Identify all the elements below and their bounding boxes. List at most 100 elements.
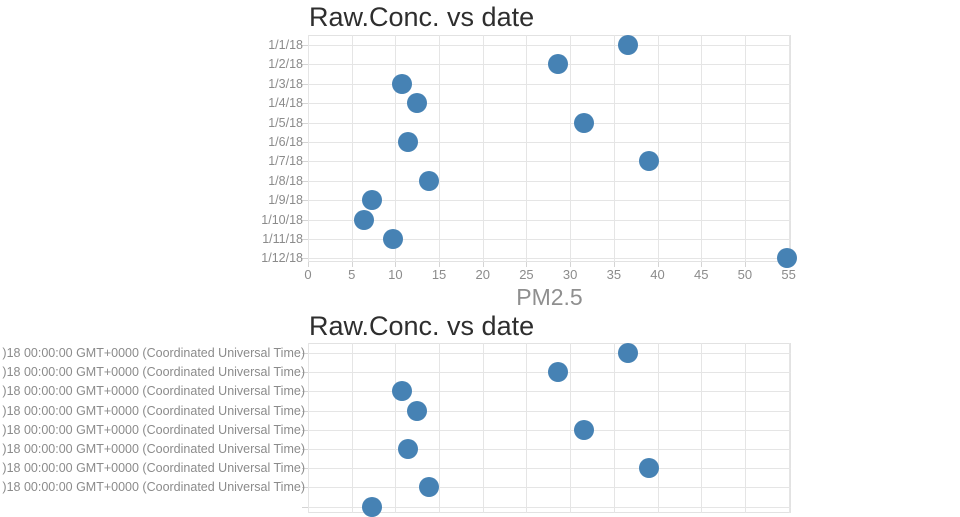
data-point[interactable] bbox=[638, 151, 659, 172]
v-gridline bbox=[351, 35, 353, 262]
v-gridline bbox=[308, 343, 309, 513]
page-canvas: { "colors": { "marker": "#4682b4", "grid… bbox=[2, 2, 797, 517]
y-tick-mark bbox=[302, 506, 308, 508]
v-gridline bbox=[439, 35, 441, 262]
y-tick-label: 1/2/18 bbox=[268, 57, 303, 72]
x-tick-label: 35 bbox=[606, 267, 622, 282]
h-gridline bbox=[308, 142, 791, 143]
h-gridline bbox=[308, 219, 791, 221]
data-point[interactable] bbox=[397, 132, 418, 152]
x-tick-label: 40 bbox=[650, 267, 665, 282]
h-gridline bbox=[308, 258, 791, 260]
x-tick-label: 5 bbox=[348, 267, 356, 282]
v-gridline bbox=[613, 35, 615, 262]
scatter-chart-bottom: Raw.Conc. vs date )18 00:00:00 GMT+0000 … bbox=[2, 311, 791, 517]
v-gridline bbox=[657, 35, 659, 262]
data-point[interactable] bbox=[574, 419, 595, 440]
h-gridline bbox=[308, 449, 791, 450]
data-point[interactable] bbox=[418, 477, 439, 498]
v-gridline bbox=[570, 343, 572, 513]
y-tick-mark bbox=[302, 487, 308, 489]
y-tick-label: )18 00:00:00 GMT+0000 (Coordinated Unive… bbox=[2, 480, 305, 495]
h-gridline bbox=[308, 200, 791, 202]
h-gridline bbox=[308, 487, 791, 489]
v-gridline bbox=[744, 35, 746, 262]
data-point[interactable] bbox=[392, 73, 413, 94]
x-tick-label: 30 bbox=[562, 267, 578, 282]
data-point[interactable] bbox=[392, 381, 413, 402]
data-point[interactable] bbox=[407, 400, 428, 421]
y-tick-label: 1/1/18 bbox=[268, 37, 303, 52]
y-tick-label: 1/4/18 bbox=[268, 95, 303, 110]
data-point[interactable] bbox=[547, 54, 568, 75]
scatter-chart-top: Raw.Conc. vs date PM2.5 0 5 10 15 20 25 30 35 40… bbox=[261, 2, 797, 310]
v-gridline bbox=[526, 343, 528, 513]
data-point[interactable] bbox=[397, 439, 418, 459]
x-tick-label: 50 bbox=[737, 267, 753, 282]
x-axis-title: PM2.5 bbox=[516, 284, 583, 310]
x-tick-mark bbox=[744, 262, 746, 267]
x-tick-label: 15 bbox=[431, 267, 447, 282]
v-gridline bbox=[395, 343, 397, 513]
v-gridline bbox=[788, 343, 790, 513]
h-gridline bbox=[308, 391, 791, 393]
y-tick-mark bbox=[302, 372, 308, 374]
y-tick-label: 1/6/18 bbox=[268, 134, 303, 149]
data-point[interactable] bbox=[617, 35, 638, 55]
v-gridline bbox=[482, 35, 484, 262]
x-tick-mark bbox=[439, 262, 441, 267]
y-tick-label: 1/10/18 bbox=[261, 212, 303, 227]
v-gridline bbox=[570, 35, 572, 262]
y-tick-mark bbox=[302, 83, 308, 85]
v-gridline bbox=[701, 35, 703, 262]
y-tick-label: 1/12/18 bbox=[261, 251, 303, 266]
data-point[interactable] bbox=[353, 209, 374, 230]
h-gridline bbox=[308, 103, 791, 105]
y-tick-mark bbox=[302, 122, 308, 124]
h-gridline bbox=[308, 468, 791, 470]
v-gridline bbox=[482, 343, 484, 513]
data-point[interactable] bbox=[382, 229, 403, 249]
data-point[interactable] bbox=[407, 93, 428, 114]
x-tick-label: 55 bbox=[781, 267, 796, 282]
data-point[interactable] bbox=[547, 362, 568, 383]
h-gridline bbox=[308, 239, 791, 240]
h-gridline bbox=[308, 180, 791, 182]
v-gridline bbox=[351, 343, 353, 513]
y-tick-mark bbox=[302, 258, 308, 260]
v-gridline bbox=[744, 343, 746, 513]
v-gridline bbox=[613, 343, 615, 513]
y-tick-label: 1/5/18 bbox=[268, 115, 303, 130]
y-tick-mark bbox=[302, 449, 308, 450]
v-gridline bbox=[308, 35, 309, 262]
y-tick-label: 1/8/18 bbox=[268, 173, 303, 188]
x-tick-label: 25 bbox=[519, 267, 534, 282]
h-gridline bbox=[308, 45, 791, 46]
data-point[interactable] bbox=[776, 248, 797, 269]
data-point[interactable] bbox=[361, 190, 382, 211]
y-tick-label: )18 00:00:00 GMT+0000 (Coordinated Unive… bbox=[2, 460, 305, 475]
h-gridline bbox=[308, 122, 791, 124]
h-gridline bbox=[308, 353, 791, 354]
y-tick-mark bbox=[302, 103, 308, 105]
data-point[interactable] bbox=[638, 458, 659, 479]
y-tick-label: 1/7/18 bbox=[268, 154, 303, 169]
v-gridline bbox=[395, 35, 397, 262]
y-tick-mark bbox=[302, 200, 308, 202]
x-tick-mark bbox=[482, 262, 484, 267]
v-gridline bbox=[701, 343, 703, 513]
x-tick-label: 0 bbox=[304, 267, 312, 282]
data-point[interactable] bbox=[574, 112, 595, 133]
y-tick-mark bbox=[302, 219, 308, 221]
v-gridline bbox=[657, 343, 659, 513]
y-tick-mark bbox=[302, 45, 308, 46]
data-point[interactable] bbox=[418, 170, 439, 191]
y-tick-label: )18 00:00:00 GMT+0000 (Coordinated Unive… bbox=[2, 422, 305, 437]
y-tick-label: )18 00:00:00 GMT+0000 (Coordinated Unive… bbox=[2, 364, 305, 379]
h-gridline bbox=[308, 429, 791, 431]
data-point[interactable] bbox=[617, 343, 638, 363]
y-tick-mark bbox=[302, 239, 308, 240]
y-tick-label: )18 00:00:00 GMT+0000 (Coordinated Unive… bbox=[2, 345, 305, 360]
x-tick-mark bbox=[351, 262, 353, 267]
v-gridline bbox=[439, 343, 441, 513]
